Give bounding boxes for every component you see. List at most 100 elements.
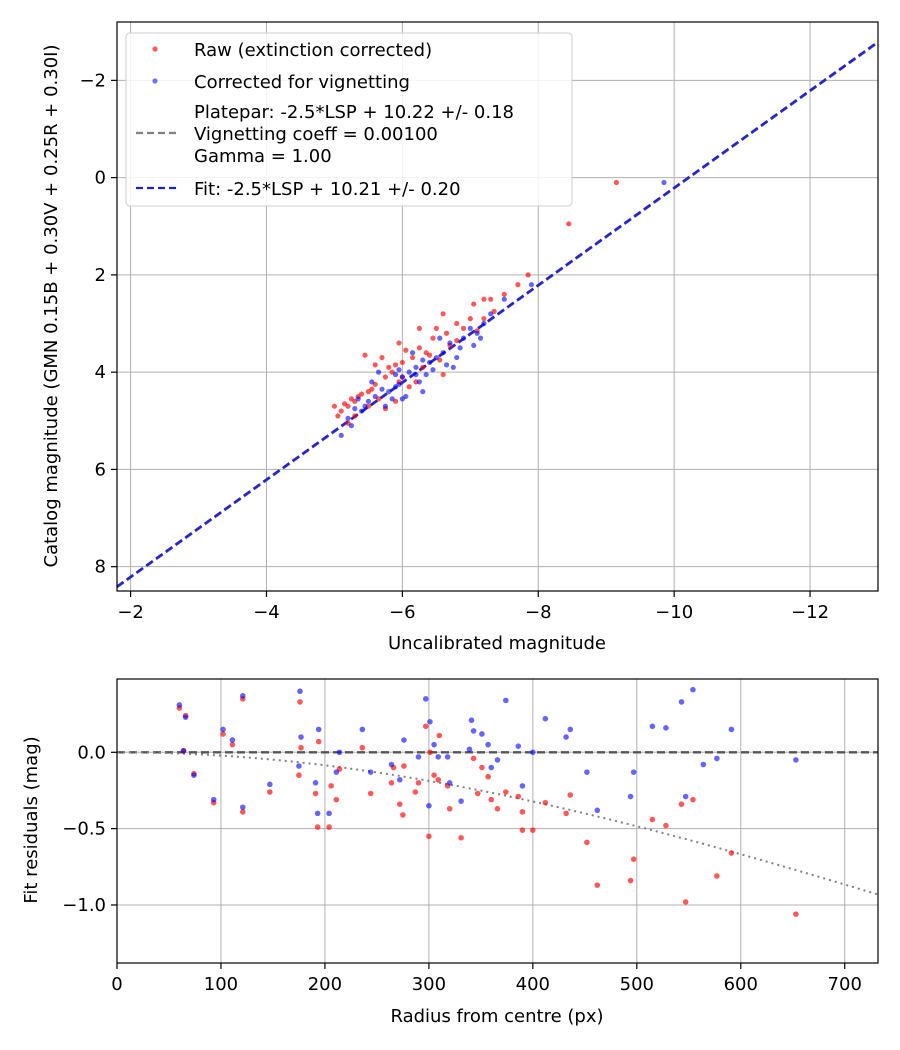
bottom-raw-point: [296, 772, 302, 778]
top-corrected-point: [501, 296, 507, 302]
top-corrected-point: [406, 369, 412, 375]
bottom-raw-point: [793, 911, 799, 917]
bottom-corrected-point: [431, 741, 437, 748]
bottom-corrected-point: [494, 757, 501, 763]
bottom-corrected-point: [567, 726, 574, 733]
top-y-tick-label: 4: [95, 362, 106, 383]
bottom-corrected-point: [180, 747, 187, 754]
bottom-raw-point: [426, 833, 432, 840]
top-data-points: [331, 179, 667, 438]
bottom-tick-marks: [111, 751, 846, 969]
bottom-corrected-point: [427, 718, 433, 725]
legend: Raw (extinction corrected) Corrected for…: [125, 32, 573, 207]
bottom-x-tick-label: 500: [620, 974, 654, 995]
top-plot: −2 −4 −6 −8 −10 −12 −2 0 2 4 6 8 Uncalibrated magn…: [41, 21, 879, 654]
bottom-raw-point: [494, 805, 501, 812]
bottom-corrected-point: [466, 746, 473, 753]
top-raw-point: [379, 354, 385, 361]
top-raw-point: [406, 384, 412, 390]
top-raw-point: [420, 364, 426, 370]
bottom-raw-point: [367, 790, 374, 797]
legend-corrected-label: Corrected for vignetting: [194, 72, 410, 93]
bottom-raw-point: [488, 796, 495, 803]
top-corrected-point: [375, 369, 382, 375]
top-corrected-point: [392, 384, 399, 390]
bottom-corrected-point: [315, 726, 322, 733]
top-raw-point: [440, 371, 446, 378]
bottom-corrected-point: [359, 726, 366, 733]
bottom-raw-point: [678, 801, 685, 807]
top-raw-point: [352, 413, 358, 419]
bottom-corrected-point: [426, 802, 432, 809]
top-corrected-point: [471, 342, 477, 349]
bottom-raw-point: [412, 789, 419, 795]
top-x-tick-labels: −2 −4 −6 −8 −10 −12: [117, 602, 829, 623]
bottom-raw-point: [400, 812, 406, 818]
bottom-raw-point: [690, 796, 696, 803]
top-corrected-point: [433, 354, 439, 361]
top-corrected-point: [467, 325, 473, 331]
top-raw-point: [471, 301, 477, 307]
bottom-raw-point: [436, 732, 443, 739]
bottom-raw-point: [427, 749, 433, 756]
top-corrected-point: [481, 320, 487, 327]
bottom-raw-point: [470, 755, 477, 762]
top-raw-point: [392, 362, 399, 368]
bottom-raw-point: [458, 835, 464, 841]
bottom-corrected-point: [220, 726, 226, 733]
bottom-corrected-point: [682, 793, 689, 800]
top-raw-point: [372, 362, 378, 368]
top-x-tick-label: −2: [117, 602, 144, 623]
bottom-corrected-point: [312, 780, 319, 786]
bottom-corrected-point: [401, 737, 407, 743]
bottom-corrected-point: [563, 734, 569, 740]
bottom-raw-point: [519, 827, 526, 833]
bottom-corrected-point: [630, 769, 637, 775]
bottom-corrected-point: [333, 769, 340, 775]
top-corrected-point: [420, 357, 426, 363]
top-y-tick-label: 8: [95, 557, 106, 578]
top-y-axis-label: Catalog magnitude (GMN 0.15B + 0.30V + 0…: [41, 44, 62, 567]
top-y-tick-label: 6: [95, 459, 106, 480]
bottom-y-axis-label: Fit residuals (mag): [21, 736, 42, 903]
bottom-raw-point: [229, 741, 236, 748]
top-corrected-point: [396, 367, 402, 373]
bottom-raw-point: [627, 877, 634, 884]
top-corrected-point: [474, 330, 480, 336]
top-corrected-point: [457, 345, 463, 351]
legend-vignetting-label: Vignetting coeff = 0.00100: [194, 124, 438, 145]
legend-fit-label: Fit: -2.5*LSP + 10.21 +/- 0.20: [194, 179, 461, 200]
bottom-corrected-point: [444, 754, 451, 760]
top-corrected-point: [389, 396, 395, 402]
top-raw-point: [481, 296, 487, 302]
top-raw-point: [365, 389, 371, 395]
top-corrected-point: [447, 340, 453, 346]
top-corrected-point: [369, 379, 375, 385]
top-raw-point: [525, 272, 531, 278]
top-y-tick-labels: −2 0 2 4 6 8: [79, 70, 106, 577]
bottom-x-tick-label: 300: [412, 974, 446, 995]
top-corrected-point: [477, 335, 484, 341]
top-raw-point: [566, 221, 572, 227]
bottom-raw-point: [328, 783, 334, 789]
bottom-corrected-point: [296, 763, 302, 769]
bottom-corrected-point: [690, 686, 696, 693]
top-raw-point: [331, 403, 338, 409]
bottom-x-tick-label: 100: [204, 974, 238, 995]
top-raw-point: [454, 337, 460, 344]
bottom-raw-point: [415, 780, 422, 786]
bottom-corrected-point: [336, 749, 343, 756]
bottom-corrected-point: [542, 715, 549, 722]
top-corrected-point: [454, 354, 460, 361]
top-x-tick-label: −6: [389, 602, 416, 623]
top-corrected-point: [372, 393, 378, 400]
top-corrected-point: [409, 350, 416, 356]
bottom-plot: 0 100 200 300 400 500 600 700 0.0 −0.5 −1.0 Radiu…: [21, 678, 879, 1027]
top-x-tick-label: −10: [655, 602, 693, 623]
top-raw-point: [430, 335, 436, 341]
bottom-raw-point: [728, 850, 735, 856]
bottom-reference-lines: [116, 751, 879, 896]
vignetting-model-curve: [116, 751, 879, 896]
top-corrected-point: [355, 396, 361, 402]
